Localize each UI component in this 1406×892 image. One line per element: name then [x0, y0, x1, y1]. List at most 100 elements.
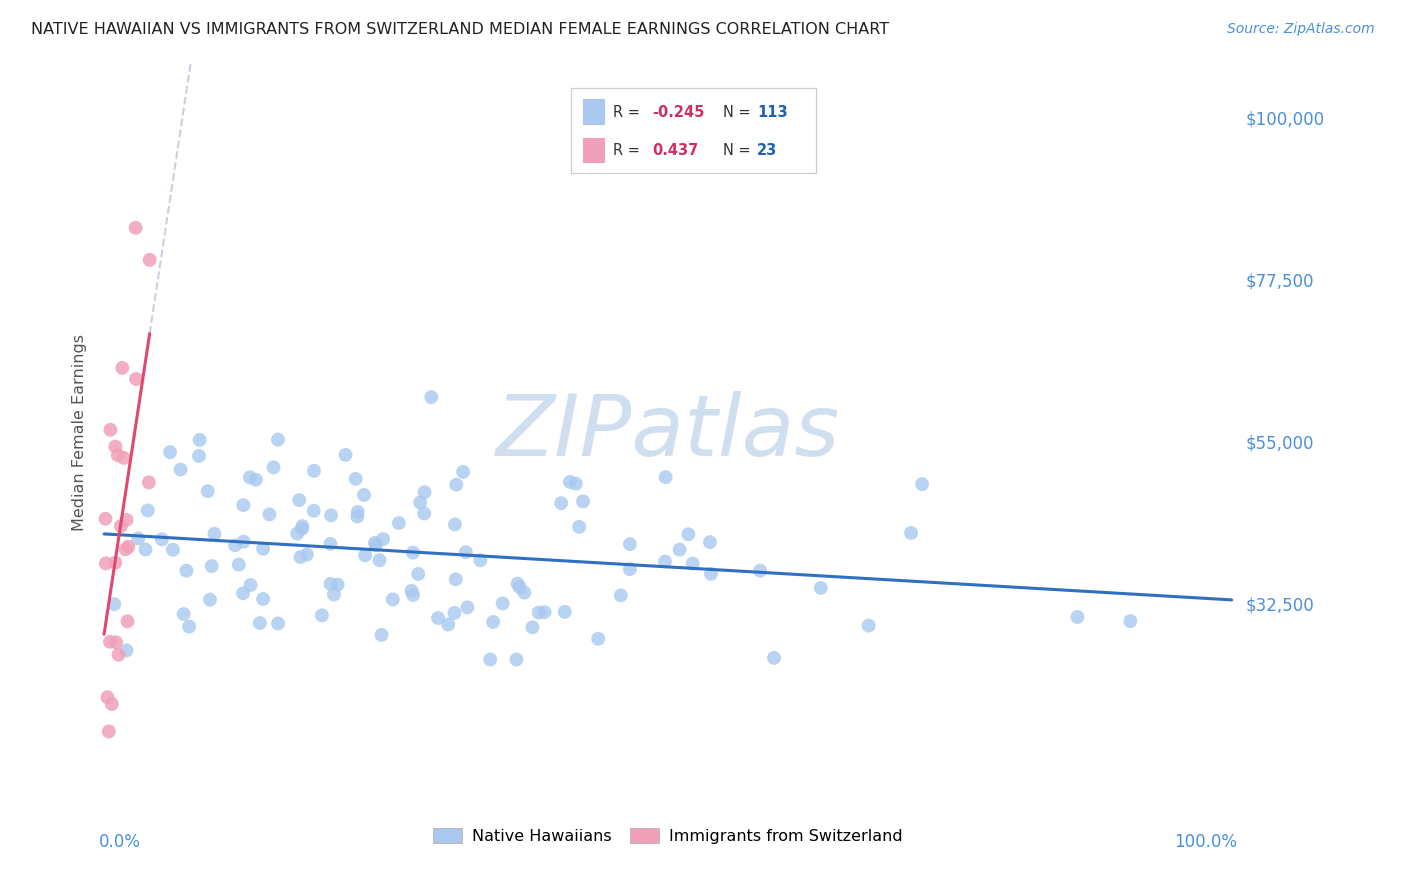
Point: [125, 372, 148, 386]
Point: [176, 564, 198, 578]
Point: [98, 634, 121, 648]
Point: [319, 577, 342, 591]
Point: [115, 643, 138, 657]
Point: [291, 522, 314, 536]
Point: [668, 542, 690, 557]
Text: $55,000: $55,000: [1246, 434, 1315, 452]
Text: $100,000: $100,000: [1246, 111, 1324, 129]
Point: [252, 541, 274, 556]
Point: [470, 553, 492, 567]
Point: [482, 615, 505, 629]
Point: [402, 546, 425, 560]
Text: Source: ZipAtlas.com: Source: ZipAtlas.com: [1227, 22, 1375, 37]
Point: [252, 591, 274, 606]
Point: [444, 517, 467, 532]
Point: [290, 549, 312, 564]
Point: [319, 508, 342, 523]
Point: [198, 592, 221, 607]
Point: [533, 605, 555, 619]
Point: [654, 555, 676, 569]
Text: $32,500: $32,500: [1246, 596, 1315, 614]
Point: [138, 252, 160, 267]
Point: [291, 519, 314, 533]
Point: [406, 566, 429, 581]
Point: [505, 652, 527, 666]
Point: [105, 635, 128, 649]
Point: [437, 617, 460, 632]
Point: [288, 493, 311, 508]
Point: [506, 576, 529, 591]
Point: [224, 538, 246, 552]
Point: [413, 507, 436, 521]
Point: [522, 620, 544, 634]
Point: [763, 651, 786, 665]
Point: [810, 581, 832, 595]
Point: [335, 448, 357, 462]
Point: [112, 450, 135, 465]
Point: [451, 465, 474, 479]
Point: [124, 220, 146, 235]
Point: [619, 562, 641, 576]
Point: [232, 498, 254, 512]
Point: [479, 652, 502, 666]
Point: [550, 496, 572, 510]
Point: [138, 475, 160, 490]
Point: [204, 526, 226, 541]
Point: [527, 606, 550, 620]
Point: [370, 628, 392, 642]
Point: [911, 477, 934, 491]
Point: [319, 537, 342, 551]
Point: [346, 509, 368, 524]
Point: [388, 516, 411, 530]
Point: [353, 488, 375, 502]
Point: [197, 484, 219, 499]
Point: [427, 611, 450, 625]
Point: [239, 470, 262, 484]
Point: [610, 589, 633, 603]
Point: [97, 724, 120, 739]
Point: [619, 537, 641, 551]
Point: [249, 615, 271, 630]
Text: ZIPatlas: ZIPatlas: [496, 391, 839, 475]
Point: [232, 534, 254, 549]
Point: [454, 545, 477, 559]
Point: [371, 532, 394, 546]
Point: [117, 615, 139, 629]
Point: [413, 485, 436, 500]
Point: [700, 566, 723, 581]
Point: [107, 448, 129, 462]
Point: [346, 505, 368, 519]
Point: [263, 460, 285, 475]
Point: [344, 472, 367, 486]
Point: [900, 525, 922, 540]
Point: [302, 464, 325, 478]
Point: [127, 532, 149, 546]
Point: [159, 445, 181, 459]
Point: [654, 470, 676, 484]
Point: [364, 538, 387, 552]
Point: [491, 596, 513, 610]
Point: [402, 588, 425, 602]
Point: [295, 548, 318, 562]
Point: [169, 462, 191, 476]
Point: [554, 605, 576, 619]
Point: [111, 360, 134, 375]
Point: [232, 586, 254, 600]
Point: [245, 473, 267, 487]
Point: [381, 592, 404, 607]
Point: [509, 580, 531, 594]
Point: [100, 423, 122, 437]
Point: [1066, 610, 1088, 624]
Text: $77,500: $77,500: [1246, 273, 1315, 291]
Point: [267, 616, 290, 631]
Point: [239, 578, 262, 592]
Point: [409, 495, 432, 509]
Point: [150, 533, 173, 547]
Point: [513, 585, 536, 599]
Point: [94, 512, 117, 526]
Point: [228, 558, 250, 572]
Point: [96, 690, 118, 705]
Point: [103, 597, 125, 611]
Text: 100.0%: 100.0%: [1174, 833, 1237, 851]
Legend: Native Hawaiians, Immigrants from Switzerland: Native Hawaiians, Immigrants from Switze…: [427, 822, 908, 850]
